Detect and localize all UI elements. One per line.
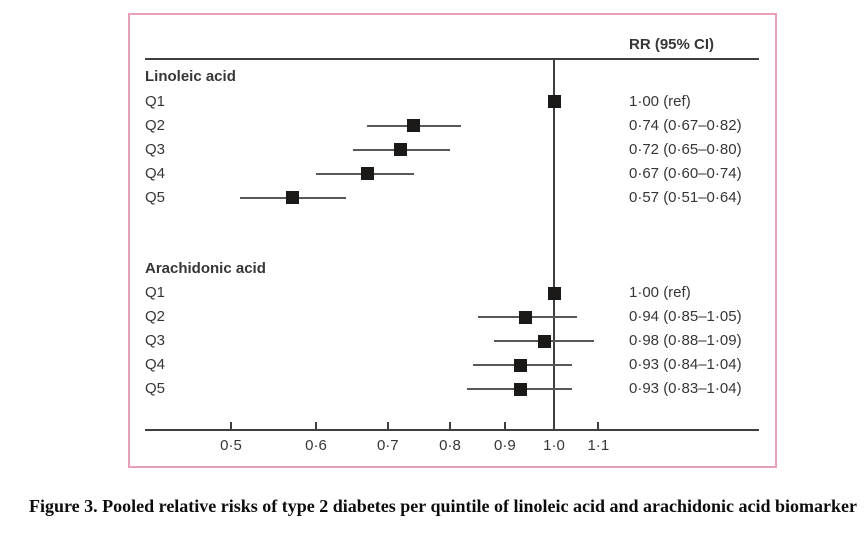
- x-tick-mark: [315, 422, 317, 430]
- quintile-label: Q1: [145, 284, 166, 301]
- forest-plot-panel: RR (95% CI) Linoleic acid Q1 1·00 (ref) Q2 0…: [128, 13, 777, 468]
- quintile-label: Q4: [145, 356, 166, 373]
- quintile-label: Q3: [145, 332, 166, 349]
- quintile-label: Q2: [145, 308, 166, 325]
- x-tick-label: 0·7: [376, 437, 399, 454]
- point-estimate-marker: [513, 382, 527, 396]
- rr-ci-value: 0·74 (0·67–0·82): [629, 116, 742, 134]
- x-tick-label: 0·8: [439, 437, 461, 454]
- point-estimate-marker: [538, 334, 552, 348]
- quintile-label: Q1: [145, 92, 166, 110]
- rr-ci-value: 0·67 (0·60–0·74): [629, 164, 742, 182]
- header-rule: [145, 58, 759, 60]
- point-estimate-marker: [547, 95, 561, 108]
- quintile-label: Q5: [145, 188, 166, 206]
- figure-caption: Figure 3. Pooled relative risks of type …: [29, 496, 857, 516]
- x-tick-mark: [597, 422, 600, 430]
- group-label-0: Linoleic acid: [145, 68, 236, 85]
- point-estimate-marker: [360, 167, 374, 180]
- x-tick-mark: [503, 422, 506, 430]
- rr-column-header: RR (95% CI): [629, 36, 715, 53]
- quintile-label: Q4: [145, 164, 166, 182]
- point-estimate-marker: [285, 191, 299, 204]
- x-tick-mark: [386, 422, 389, 430]
- rr-ci-value: 0·93 (0·84–1·04): [629, 356, 742, 373]
- x-axis-line: [145, 429, 759, 431]
- rr-ci-value: 1·00 (ref): [629, 284, 691, 301]
- rr-ci-value: 0·72 (0·65–0·80): [629, 140, 742, 158]
- x-tick-mark: [449, 422, 451, 430]
- rr-ci-value: 0·57 (0·51–0·64): [629, 188, 742, 206]
- point-estimate-marker: [513, 358, 527, 372]
- reference-line-rr-1: [553, 59, 555, 430]
- quintile-label: Q5: [145, 380, 166, 397]
- x-tick-mark: [230, 422, 232, 430]
- point-estimate-marker: [407, 119, 421, 132]
- x-tick-label: 0·5: [220, 437, 242, 454]
- rr-ci-value: 0·94 (0·85–1·05): [629, 308, 742, 325]
- quintile-label: Q3: [145, 140, 166, 158]
- x-tick-label: 0·9: [494, 437, 516, 454]
- point-estimate-marker: [547, 286, 561, 300]
- point-estimate-marker: [518, 310, 532, 324]
- x-tick-label: 1·1: [587, 437, 610, 454]
- point-estimate-marker: [394, 143, 408, 156]
- x-tick-label: 0·6: [305, 437, 327, 454]
- rr-ci-value: 1·00 (ref): [629, 92, 691, 110]
- group-label-1: Arachidonic acid: [145, 260, 266, 277]
- quintile-label: Q2: [145, 116, 166, 134]
- rr-ci-value: 0·98 (0·88–1·09): [629, 332, 742, 349]
- x-tick-label: 1·0: [543, 437, 565, 454]
- rr-ci-value: 0·93 (0·83–1·04): [629, 380, 742, 397]
